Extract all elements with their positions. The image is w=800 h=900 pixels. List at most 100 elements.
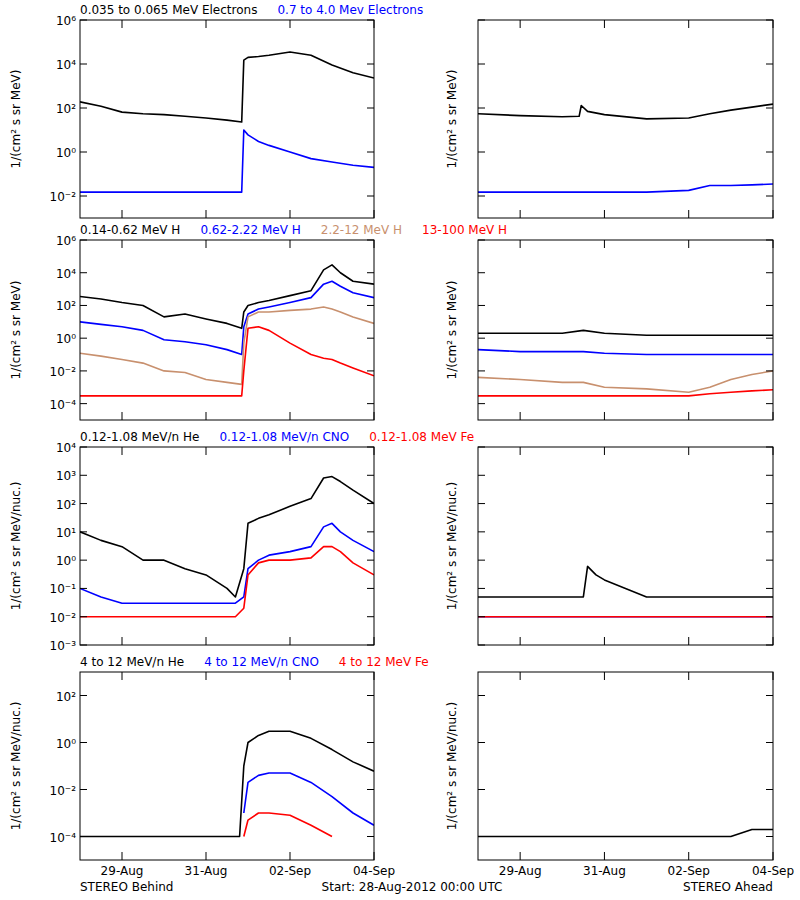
- x-tick-label: 31-Aug: [583, 864, 626, 878]
- x-tick: [206, 672, 207, 680]
- y-tick: [80, 447, 87, 448]
- series-line: [478, 350, 773, 355]
- panel: 29-Aug31-Aug02-Sep04-Sep1/(cm² s sr MeV/…: [445, 672, 794, 894]
- y-tick: [766, 588, 773, 589]
- y-tick: [478, 240, 485, 241]
- y-axis-label: 1/(cm² s sr MeV/nuc.): [445, 482, 459, 611]
- y-tick: [80, 370, 87, 371]
- y-tick: [80, 560, 87, 561]
- x-tick: [520, 852, 521, 860]
- y-tick: [766, 560, 773, 561]
- y-tick: [766, 503, 773, 504]
- y-tick-label: 10⁴: [56, 58, 76, 72]
- legend-entry: 0.12-1.08 MeV/n He: [80, 430, 199, 444]
- y-tick: [367, 338, 374, 339]
- plot-frame: [80, 20, 374, 218]
- x-tick: [374, 240, 375, 248]
- y-tick: [766, 370, 773, 371]
- y-tick: [80, 503, 87, 504]
- y-tick-label: 10⁶: [56, 234, 76, 248]
- x-tick: [604, 852, 605, 860]
- y-tick: [367, 196, 374, 197]
- y-tick-label: 10⁰: [56, 737, 76, 751]
- y-tick: [766, 272, 773, 273]
- y-tick: [80, 588, 87, 589]
- series-line: [80, 477, 374, 597]
- x-tick: [374, 637, 375, 645]
- y-tick: [367, 64, 374, 65]
- panel: 1/(cm² s sr MeV/nuc.): [445, 447, 773, 645]
- y-tick: [766, 616, 773, 617]
- y-tick: [478, 531, 485, 532]
- y-tick-label: 10⁻²: [50, 190, 77, 204]
- y-tick: [478, 305, 485, 306]
- data-group: [478, 330, 773, 395]
- x-tick: [520, 240, 521, 248]
- y-tick-label: 10⁴: [56, 441, 76, 455]
- x-tick-label: 02-Sep: [269, 864, 311, 878]
- y-tick: [766, 305, 773, 306]
- y-tick: [478, 475, 485, 476]
- x-tick: [290, 672, 291, 680]
- panel: 10⁶10⁴10²10⁰10⁻²10⁻⁴1/(cm² s sr MeV)0.14…: [9, 223, 507, 420]
- y-tick-label: 10⁻⁴: [50, 831, 77, 845]
- y-tick: [766, 196, 773, 197]
- x-tick: [374, 210, 375, 218]
- y-tick: [367, 531, 374, 532]
- x-tick: [290, 210, 291, 218]
- y-tick: [766, 20, 773, 21]
- y-tick: [478, 742, 485, 743]
- panel: 1/(cm² s sr MeV): [445, 20, 773, 218]
- series-line: [478, 371, 773, 392]
- y-tick-label: 10⁻¹: [50, 582, 77, 596]
- y-tick: [766, 108, 773, 109]
- y-tick-label: 10⁻²: [50, 365, 77, 379]
- series-line: [80, 281, 374, 354]
- y-tick: [766, 531, 773, 532]
- y-tick: [80, 272, 87, 273]
- y-tick: [367, 475, 374, 476]
- y-tick-label: 10⁰: [56, 554, 76, 568]
- x-tick: [520, 672, 521, 680]
- x-tick: [773, 412, 774, 420]
- y-tick: [766, 240, 773, 241]
- y-tick: [766, 789, 773, 790]
- x-tick: [122, 852, 123, 860]
- y-tick-label: 10⁴: [56, 267, 76, 281]
- x-tick: [374, 672, 375, 680]
- series-line: [80, 523, 374, 603]
- y-tick: [478, 196, 485, 197]
- y-tick: [367, 403, 374, 404]
- x-tick: [520, 637, 521, 645]
- y-tick-label: 10⁰: [56, 146, 76, 160]
- x-tick: [374, 447, 375, 455]
- legend-entry: 0.12-1.08 MeV/n CNO: [219, 430, 349, 444]
- legend-entry: 0.7 to 4.0 Mev Electrons: [277, 3, 423, 17]
- legend-entry: 2.2-12 MeV H: [321, 223, 402, 237]
- x-tick-label: 02-Sep: [668, 864, 710, 878]
- series-line: [80, 130, 374, 192]
- y-tick: [367, 645, 374, 646]
- x-tick: [688, 412, 689, 420]
- x-tick-label: 31-Aug: [185, 864, 228, 878]
- data-group: [80, 265, 374, 396]
- x-tick: [374, 20, 375, 28]
- y-tick-label: 10⁻²: [50, 784, 77, 798]
- x-tick: [688, 210, 689, 218]
- y-tick: [367, 108, 374, 109]
- x-tick: [122, 447, 123, 455]
- x-tick: [520, 412, 521, 420]
- x-tick: [688, 20, 689, 28]
- x-tick-label: 04-Sep: [353, 864, 395, 878]
- y-tick: [80, 789, 87, 790]
- y-tick: [478, 789, 485, 790]
- y-tick: [367, 240, 374, 241]
- y-tick: [766, 64, 773, 65]
- x-tick-label: 04-Sep: [752, 864, 794, 878]
- x-tick: [122, 672, 123, 680]
- y-tick-label: 10²: [56, 299, 76, 313]
- series-line: [478, 616, 773, 618]
- series-line: [478, 566, 773, 597]
- y-tick: [367, 695, 374, 696]
- data-group: [478, 829, 773, 836]
